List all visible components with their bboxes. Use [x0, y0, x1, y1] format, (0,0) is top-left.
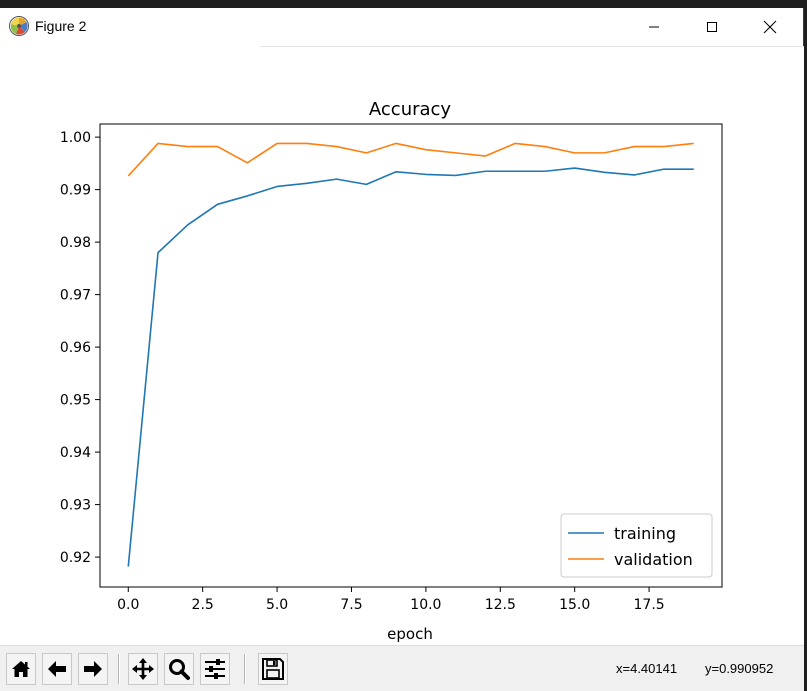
x-tick-label: 2.5 [192, 597, 214, 613]
chart-title: Accuracy [369, 99, 452, 120]
cursor-y-readout: y=0.990952 [705, 661, 774, 676]
series-line-validation [127, 142, 694, 177]
maximize-button[interactable] [683, 8, 741, 46]
y-tick-label: 1.00 [60, 130, 91, 146]
forward-button[interactable] [78, 653, 108, 685]
minimize-icon [649, 26, 659, 28]
figure-canvas[interactable]: Accuracy epoch 0.0 2.5 5.0 7.5 10.0 12.5 15.0 1… [0, 47, 804, 645]
legend-label-training: training [614, 524, 676, 543]
legend-label-validation: validation [614, 550, 693, 569]
x-tick-label: 15.0 [559, 597, 590, 613]
y-tick-label: 0.97 [60, 288, 91, 304]
y-tick-label: 0.92 [60, 550, 91, 566]
cursor-x-readout: x=4.40141 [616, 661, 678, 676]
y-tick-label: 0.95 [60, 393, 91, 409]
x-tick-label: 5.0 [266, 597, 288, 613]
zoom-button[interactable] [164, 653, 194, 685]
figure-window: Figure 2 Accuracy epoch 0.0 2.5 5.0 7.5 10.0… [0, 8, 804, 691]
title-bar[interactable]: Figure 2 [0, 8, 803, 46]
pan-button[interactable] [128, 653, 158, 685]
axes-frame [99, 123, 723, 588]
x-tick-label: 10.0 [410, 597, 441, 613]
configure-subplots-button[interactable] [200, 653, 230, 685]
x-tick-label: 7.5 [340, 597, 362, 613]
forward-arrow-icon [84, 661, 102, 677]
y-tick-label: 0.94 [60, 445, 91, 461]
home-button[interactable] [6, 653, 36, 685]
legend-box [560, 513, 713, 578]
series-line-training [127, 167, 694, 567]
configure-subplots-icon [205, 659, 225, 679]
toolbar-separator [118, 654, 120, 684]
home-icon [12, 661, 30, 677]
y-tick-label: 0.96 [60, 340, 91, 356]
x-tick-label: 0.0 [117, 597, 139, 613]
minimize-button[interactable] [625, 8, 683, 46]
back-arrow-icon [48, 661, 66, 677]
save-button[interactable] [258, 653, 288, 685]
matplotlib-logo-icon [8, 15, 30, 37]
back-button[interactable] [42, 653, 72, 685]
navigation-toolbar: x=4.40141 y=0.990952 [0, 645, 804, 691]
close-icon [763, 20, 777, 34]
y-tick-label: 0.93 [60, 498, 91, 514]
plot-area: 0.0 2.5 5.0 7.5 10.0 12.5 15.0 17.5 0.92 0.93 0.94… [60, 123, 723, 613]
title-divider [260, 46, 804, 47]
accuracy-chart: Accuracy epoch 0.0 2.5 5.0 7.5 10.0 12.5 15.0 1… [60, 99, 723, 643]
y-tick-label: 0.99 [60, 183, 91, 199]
close-button[interactable] [741, 8, 799, 46]
save-icon [262, 658, 284, 680]
pan-icon [132, 658, 154, 680]
maximize-icon [707, 22, 717, 32]
x-tick-label: 17.5 [634, 597, 665, 613]
window-title: Figure 2 [35, 18, 87, 34]
toolbar-separator [244, 654, 246, 684]
x-axis-label: epoch [387, 625, 433, 643]
zoom-icon [169, 659, 190, 680]
x-tick-label: 12.5 [485, 597, 516, 613]
y-tick-label: 0.98 [60, 235, 91, 251]
